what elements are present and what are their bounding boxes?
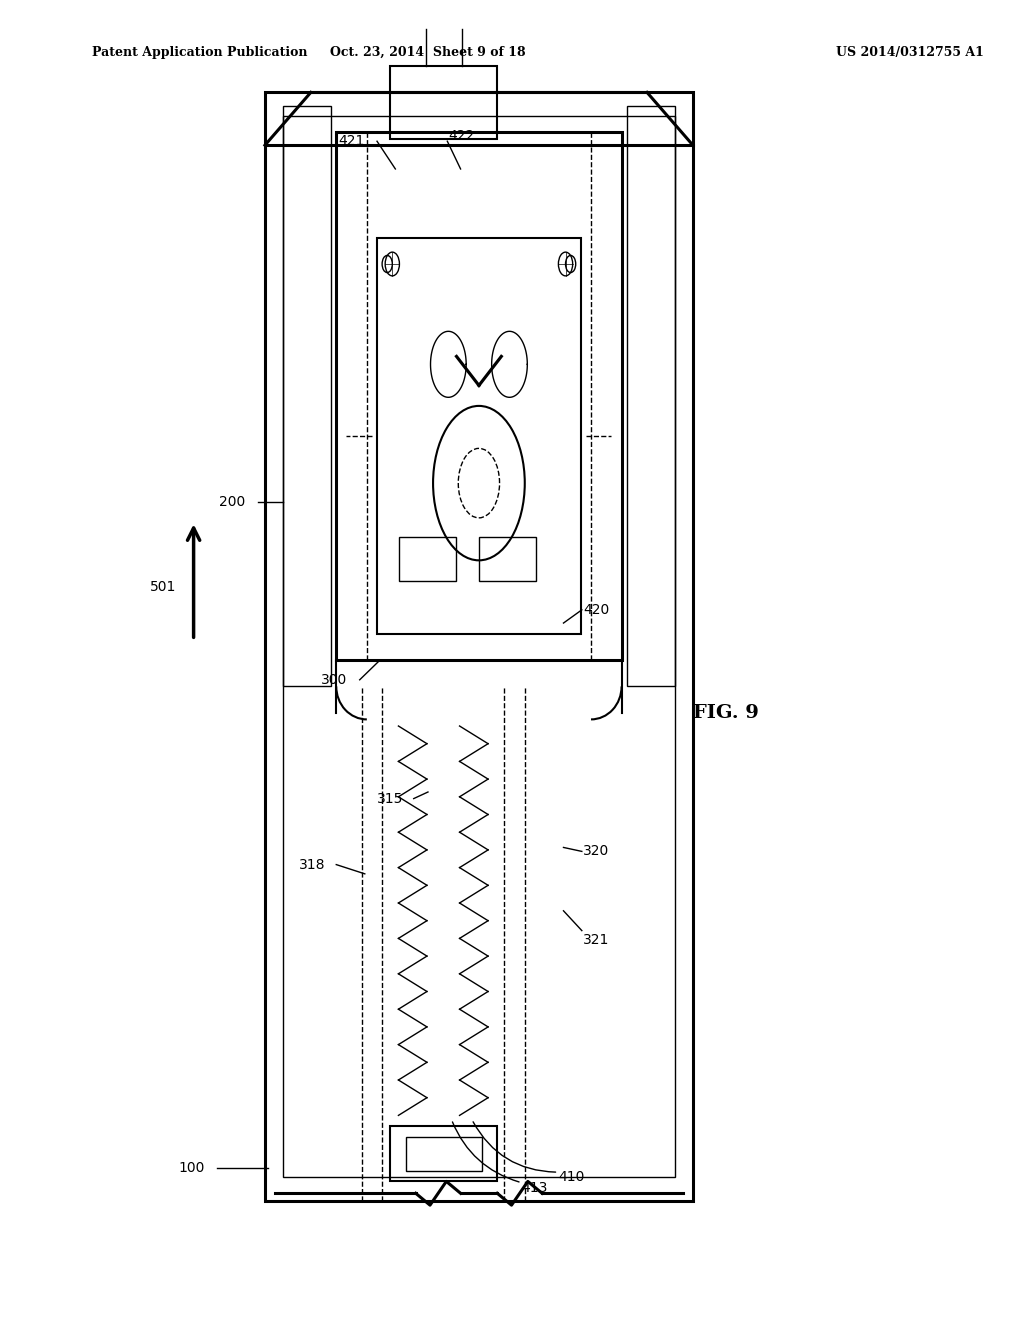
- Text: 421: 421: [338, 135, 365, 148]
- Text: 410: 410: [558, 1171, 585, 1184]
- Text: 318: 318: [299, 858, 325, 871]
- Bar: [284, 106, 331, 686]
- Text: 422: 422: [449, 129, 474, 143]
- Bar: [390, 66, 498, 139]
- Bar: [479, 537, 536, 581]
- Bar: [284, 116, 675, 1177]
- Text: 320: 320: [583, 845, 609, 858]
- Bar: [627, 106, 675, 686]
- Text: 200: 200: [219, 495, 246, 508]
- Bar: [406, 1137, 482, 1171]
- Text: 501: 501: [150, 581, 176, 594]
- Text: Patent Application Publication: Patent Application Publication: [92, 46, 307, 59]
- Bar: [336, 132, 622, 660]
- Text: 300: 300: [321, 673, 347, 686]
- Bar: [265, 92, 693, 1201]
- Bar: [399, 537, 457, 581]
- Bar: [377, 238, 581, 634]
- Text: US 2014/0312755 A1: US 2014/0312755 A1: [836, 46, 983, 59]
- Bar: [390, 1126, 498, 1181]
- Text: 321: 321: [583, 933, 609, 946]
- Text: Oct. 23, 2014  Sheet 9 of 18: Oct. 23, 2014 Sheet 9 of 18: [330, 46, 525, 59]
- Text: FIG. 9: FIG. 9: [693, 704, 759, 722]
- Text: 420: 420: [583, 603, 609, 616]
- Text: 413: 413: [521, 1181, 548, 1195]
- Text: 100: 100: [178, 1162, 205, 1175]
- Text: 315: 315: [377, 792, 403, 805]
